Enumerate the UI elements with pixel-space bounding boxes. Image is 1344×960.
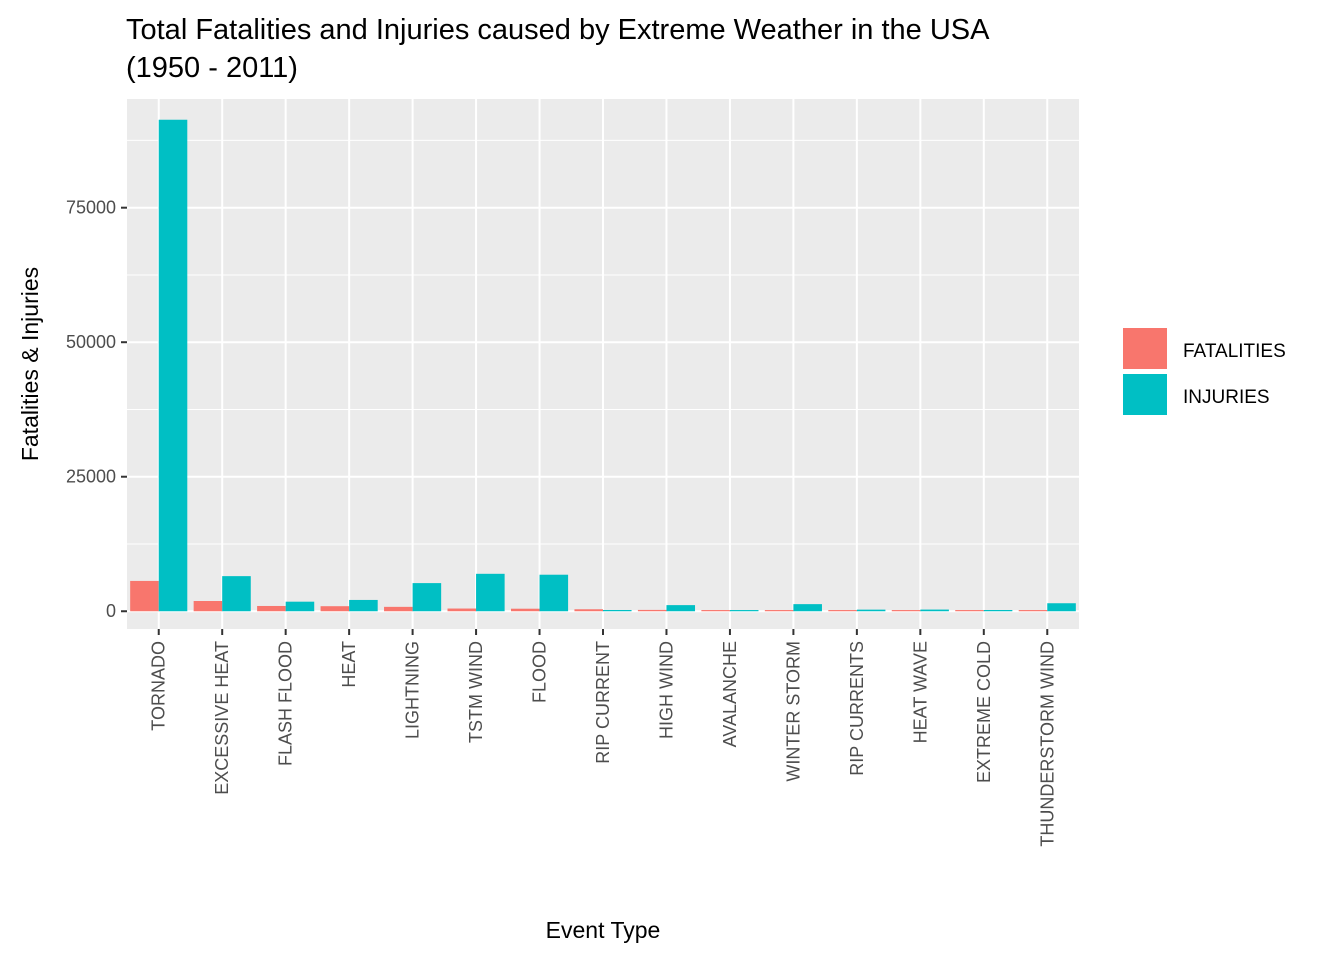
bar-fatalities-excessive-heat (193, 601, 223, 612)
bar-fatalities-thunderstorm-wind (1018, 610, 1048, 612)
bar-injuries-rip-currents (856, 609, 886, 612)
x-axis: TORNADO EXCESSIVE HEAT FLASH FLOOD HEAT LIGH… (149, 629, 1057, 847)
y-tick-label: 0 (106, 601, 116, 621)
bar-injuries-rip-current (603, 609, 632, 612)
x-tick-label: FLASH FLOOD (276, 641, 296, 766)
bar-injuries-tstm-wind (476, 573, 505, 612)
x-axis-title: Event Type (546, 917, 661, 943)
bar-injuries-winter-storm (793, 604, 822, 612)
x-tick-label: WINTER STORM (783, 641, 803, 782)
y-axis-title: Fatalities & Injuries (17, 267, 43, 461)
bar-injuries-flood (539, 574, 569, 612)
bar-injuries-lightning (412, 583, 442, 612)
bar-injuries-tornado (158, 119, 188, 612)
x-tick-label: FLOOD (530, 641, 550, 703)
bar-fatalities-tstm-wind (447, 608, 477, 612)
bar-injuries-heat (349, 599, 378, 612)
x-tick-label: TSTM WIND (466, 641, 486, 743)
bar-fatalities-heat-wave (891, 610, 921, 612)
bar-injuries-high-wind (666, 605, 696, 612)
x-tick-label: TORNADO (149, 641, 169, 731)
legend-key-fatalities (1123, 328, 1167, 369)
y-tick-label: 50000 (66, 332, 116, 352)
x-tick-label: AVALANCHE (720, 641, 740, 747)
bar-fatalities-extreme-cold (955, 610, 984, 612)
bars (130, 119, 1076, 612)
bar-fatalities-winter-storm (764, 610, 794, 612)
legend: FATALITIES INJURIES (1123, 328, 1286, 415)
legend-key-injuries (1123, 374, 1167, 415)
bar-injuries-thunderstorm-wind (1047, 603, 1076, 612)
chart-title-line-1: Total Fatalities and Injuries caused by … (126, 14, 990, 46)
bar-injuries-avalanche (729, 610, 759, 612)
bar-fatalities-flood (510, 608, 540, 612)
x-tick-label: EXCESSIVE HEAT (212, 641, 232, 795)
bar-fatalities-lightning (384, 606, 413, 612)
bar-fatalities-rip-currents (828, 610, 857, 612)
bar-fatalities-tornado (130, 580, 159, 612)
bar-fatalities-rip-current (574, 609, 603, 612)
bar-fatalities-high-wind (637, 609, 667, 612)
y-tick-label: 75000 (66, 198, 116, 218)
y-axis: 0 25000 50000 75000 (66, 198, 127, 621)
x-tick-label: RIP CURRENTS (847, 641, 867, 776)
legend-label-injuries: INJURIES (1183, 387, 1270, 408)
bar-fatalities-heat (320, 606, 350, 612)
chart-title-line-2: (1950 - 2011) (126, 52, 298, 84)
bar-injuries-excessive-heat (222, 576, 251, 612)
bar-injuries-heat-wave (920, 609, 949, 612)
x-tick-label: HEAT WAVE (910, 641, 930, 743)
y-tick-label: 25000 (66, 467, 116, 487)
x-tick-label: RIP CURRENT (593, 641, 613, 764)
legend-label-fatalities: FATALITIES (1183, 341, 1286, 362)
x-tick-label: THUNDERSTORM WIND (1037, 641, 1057, 847)
x-tick-label: HEAT (339, 641, 359, 688)
bar-fatalities-flash-flood (257, 605, 286, 612)
bar-injuries-extreme-cold (983, 610, 1013, 612)
x-tick-label: LIGHTNING (403, 641, 423, 739)
x-tick-label: EXTREME COLD (974, 641, 994, 783)
bar-fatalities-avalanche (701, 610, 730, 612)
x-tick-label: HIGH WIND (656, 641, 676, 739)
bar-injuries-flash-flood (285, 601, 315, 612)
